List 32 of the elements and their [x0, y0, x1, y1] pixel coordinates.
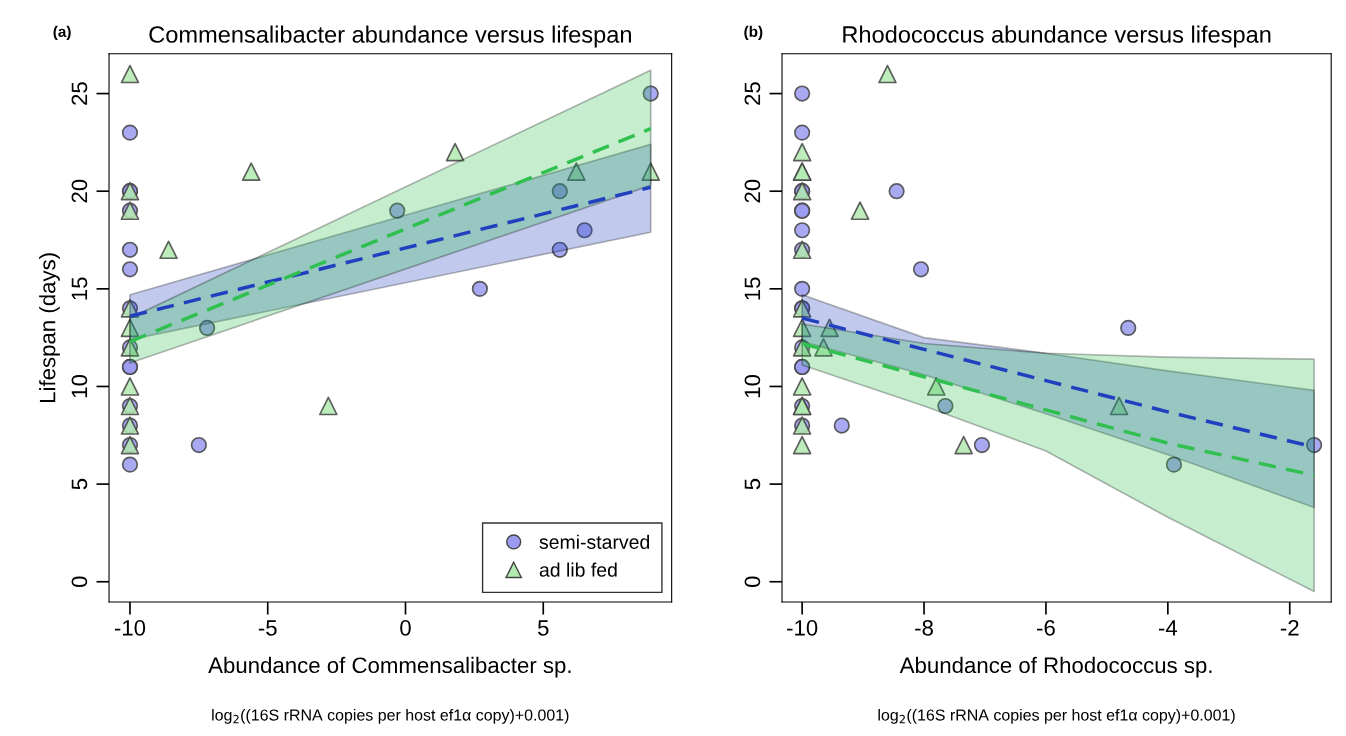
text: (b): [744, 25, 763, 41]
x-axis-title: Abundance of Rhodococcus sp.: [899, 656, 1212, 678]
y-tick-label: 20: [744, 179, 761, 203]
y-tick-label: 10: [744, 374, 761, 398]
y-tick-label: 0: [744, 576, 761, 588]
y-tick-label: 20: [71, 179, 88, 203]
x-tick-label: -2: [1280, 620, 1299, 636]
x-tick-label: 0: [400, 620, 411, 636]
x-tick-label: -5: [258, 620, 277, 636]
y-tick-label: 0: [71, 576, 88, 588]
text: (a): [53, 25, 71, 41]
y-axis-title: Lifespan (days): [39, 253, 60, 403]
x-tick-label: -4: [1158, 620, 1178, 636]
x-tick-label: 5: [537, 620, 549, 636]
chart-title: Commensalibacter abundance versus lifespan: [149, 25, 631, 48]
y-tick-label: 15: [744, 277, 761, 300]
x-axis-title: Abundance of Commensalibacter sp.: [208, 656, 571, 678]
legend-label: ad lib fed: [539, 562, 617, 577]
y-tick-label: 15: [71, 277, 88, 300]
text: log$_{2}$((16S rRNA copies per host ef1α copy)+0.001): [212, 708, 569, 724]
legend-label: semi-starved: [539, 534, 650, 549]
y-tick-label: 10: [71, 374, 88, 398]
chart-title: Rhodococcus abundance versus lifespan: [843, 25, 1271, 48]
x-tick-label: -8: [915, 620, 933, 636]
x-tick-label: -6: [1037, 620, 1055, 636]
y-tick-label: 5: [744, 478, 761, 490]
y-tick-label: 5: [71, 478, 88, 490]
text: log$_{2}$((16S rRNA copies per host ef1α copy)+0.001): [878, 708, 1235, 724]
y-tick-label: 25: [71, 82, 88, 105]
y-tick-label: 25: [744, 82, 761, 105]
x-tick-label: -10: [114, 620, 146, 636]
x-tick-label: -10: [787, 620, 818, 636]
